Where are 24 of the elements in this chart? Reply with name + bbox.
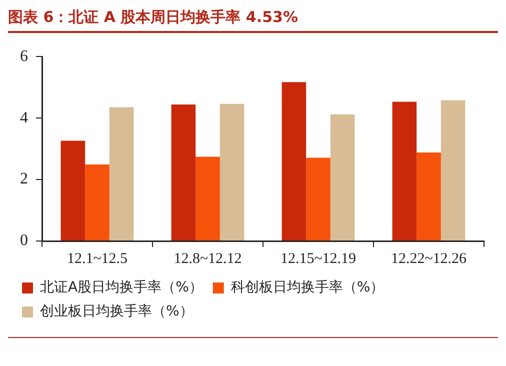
legend-label: 科创板日均换手率（%） [230,280,384,296]
chart-title: 图表 6：北证 A 股本周日均换手率 4.53% [8,8,498,33]
legend-label: 北证A股日均换手率（%） [40,280,203,296]
bar [171,104,196,240]
bar [220,104,244,240]
bar [60,140,86,240]
x-tick-label: 12.8~12.12 [174,250,242,267]
x-tick-label: 12.15~12.19 [280,250,356,267]
bar [330,114,355,240]
y-tick-label: 6 [20,48,28,65]
bar [196,156,220,240]
bar [85,164,110,240]
bar [440,100,466,240]
bar [109,107,134,240]
x-tick-label: 12.22~12.26 [390,250,468,267]
bar [282,82,306,240]
y-tick-label: 0 [20,232,28,250]
y-tick-label: 2 [20,170,28,188]
x-tick-label: 12.1~12.5 [66,250,128,267]
legend-label: 创业板日均换手率（%） [40,304,194,320]
bar [416,152,441,240]
bar [392,102,417,240]
y-tick-label: 4 [20,109,28,126]
bar [306,158,330,240]
